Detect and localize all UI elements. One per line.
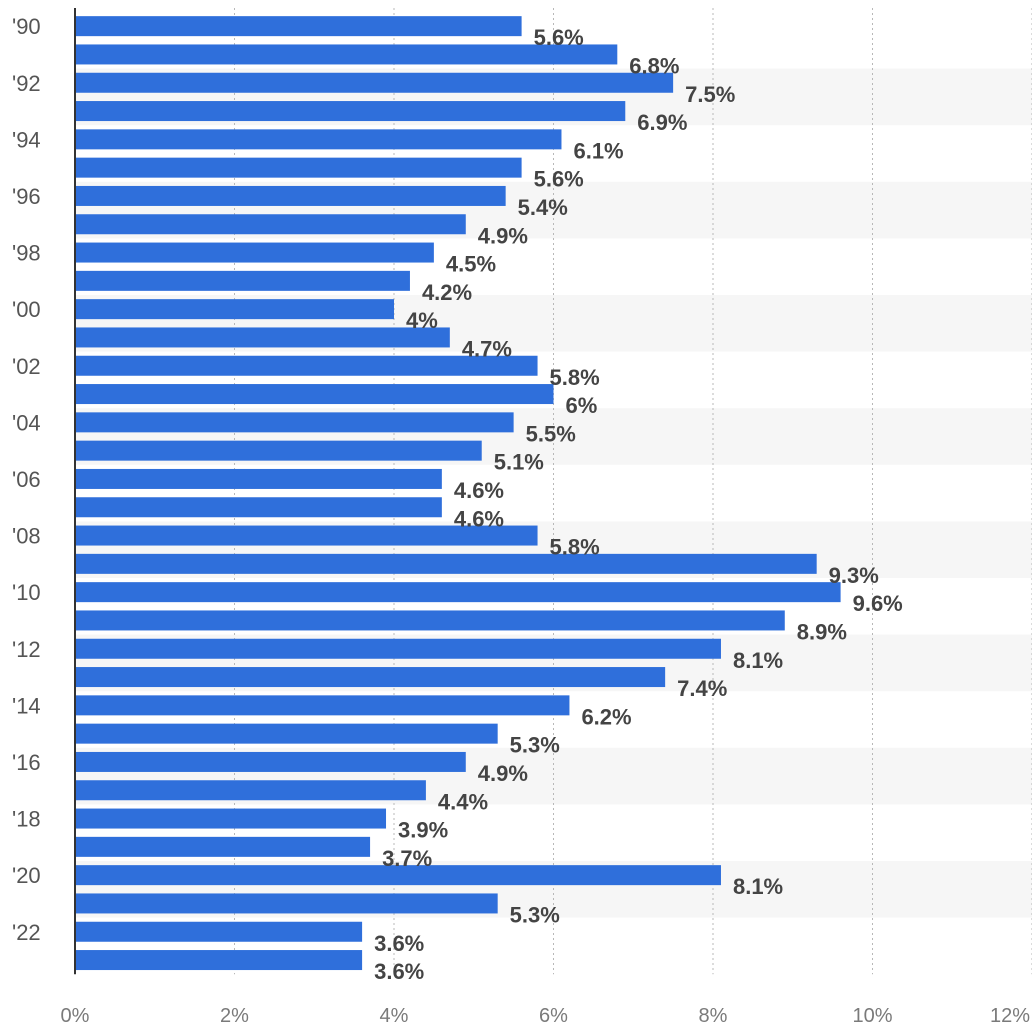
- bars: [75, 16, 841, 971]
- bar: [75, 780, 426, 801]
- data-label: 4.9%: [478, 223, 528, 248]
- data-label: 4%: [406, 308, 438, 333]
- y-tick-label: '10: [12, 580, 41, 605]
- y-tick-label: '02: [12, 354, 41, 379]
- bar: [75, 751, 466, 772]
- y-tick-label: '20: [12, 863, 41, 888]
- bar: [75, 44, 618, 65]
- bar: [75, 836, 371, 857]
- y-tick-label: '92: [12, 71, 41, 96]
- y-tick-label: '04: [12, 410, 41, 435]
- gridlines: [234, 8, 1032, 975]
- data-label: 5.6%: [534, 25, 584, 50]
- bar: [75, 468, 442, 489]
- y-tick-label: '96: [12, 184, 41, 209]
- bar: [75, 355, 538, 376]
- data-label: 9.6%: [853, 591, 903, 616]
- data-label: 4.6%: [454, 506, 504, 531]
- data-label: 4.6%: [454, 478, 504, 503]
- data-label: 5.4%: [518, 195, 568, 220]
- bar: [75, 525, 538, 546]
- data-label: 8.1%: [733, 648, 783, 673]
- bar: [75, 610, 785, 631]
- data-label: 5.8%: [550, 535, 600, 560]
- bar: [75, 950, 363, 971]
- data-label: 3.6%: [374, 931, 424, 956]
- y-tick-label: '22: [12, 920, 41, 945]
- x-axis-ticks: 0% 2% 4% 6% 8% 10% 12%: [61, 1005, 1031, 1027]
- bar: [75, 695, 570, 716]
- bar: [75, 865, 721, 886]
- bar: [75, 270, 410, 291]
- data-label: 5.3%: [510, 733, 560, 758]
- data-label: 9.3%: [829, 563, 879, 588]
- data-label: 4.4%: [438, 789, 488, 814]
- bar: [75, 667, 666, 688]
- bar: [75, 299, 394, 320]
- data-label: 8.1%: [733, 874, 783, 899]
- bar: [75, 553, 817, 574]
- x-tick-label: 10%: [852, 1005, 892, 1027]
- data-label: 6%: [566, 393, 598, 418]
- bar: [75, 327, 450, 348]
- data-label: 4.7%: [462, 336, 512, 361]
- y-tick-label: '16: [12, 750, 41, 775]
- y-tick-label: '98: [12, 241, 41, 266]
- bar: [75, 214, 466, 235]
- data-label: 5.8%: [550, 365, 600, 390]
- data-label: 6.8%: [629, 53, 679, 78]
- bar: [75, 893, 498, 914]
- data-label: 4.2%: [422, 280, 472, 305]
- bar: [75, 638, 721, 659]
- data-label: 5.1%: [494, 450, 544, 475]
- data-label: 5.6%: [534, 167, 584, 192]
- x-tick-label: 8%: [699, 1005, 728, 1027]
- y-tick-label: '06: [12, 467, 41, 492]
- bar: [75, 582, 841, 603]
- bar: [75, 384, 554, 405]
- bar: [75, 723, 498, 744]
- bar: [75, 921, 363, 942]
- bar: [75, 157, 522, 178]
- data-label: 5.5%: [526, 421, 576, 446]
- data-label: 6.9%: [637, 110, 687, 135]
- data-label: 6.2%: [581, 704, 631, 729]
- data-label: 6.1%: [573, 138, 623, 163]
- y-tick-label: '14: [12, 693, 41, 718]
- data-label: 8.9%: [797, 619, 847, 644]
- bar: [75, 101, 626, 122]
- data-label: 3.7%: [382, 846, 432, 871]
- y-tick-label: '12: [12, 637, 41, 662]
- data-label: 4.5%: [446, 252, 496, 277]
- data-label: 4.9%: [478, 761, 528, 786]
- y-tick-label: '18: [12, 807, 41, 832]
- y-tick-label: '90: [12, 14, 41, 39]
- data-label: 3.6%: [374, 959, 424, 984]
- bar: [75, 440, 482, 461]
- bar: [75, 72, 674, 93]
- bar: [75, 185, 506, 206]
- bar: [75, 242, 434, 263]
- bar: [75, 16, 522, 37]
- data-label: 7.5%: [685, 82, 735, 107]
- y-axis-ticks: '90 '92 '94 '96 '98 '00 '02 '04 '06 '08 '10 '12 '14 '…: [12, 14, 41, 945]
- data-label: 7.4%: [677, 676, 727, 701]
- bar: [75, 129, 562, 150]
- x-tick-label: 12%: [990, 1005, 1030, 1027]
- x-tick-label: 4%: [380, 1005, 409, 1027]
- x-tick-label: 2%: [220, 1005, 249, 1027]
- x-tick-label: 6%: [539, 1005, 568, 1027]
- bar: [75, 412, 514, 433]
- data-labels: 5.6% 6.8%7.5% 6.9% 6.1% 5.6% 5.4% 4.9% 4.5% 4.2%…: [374, 25, 903, 984]
- data-label: 5.3%: [510, 902, 560, 927]
- y-tick-label: '00: [12, 297, 41, 322]
- x-tick-label: 0%: [61, 1005, 90, 1027]
- y-tick-label: '08: [12, 524, 41, 549]
- bar: [75, 497, 442, 518]
- y-tick-label: '94: [12, 127, 41, 152]
- bar: [75, 808, 387, 829]
- data-label: 3.9%: [398, 818, 448, 843]
